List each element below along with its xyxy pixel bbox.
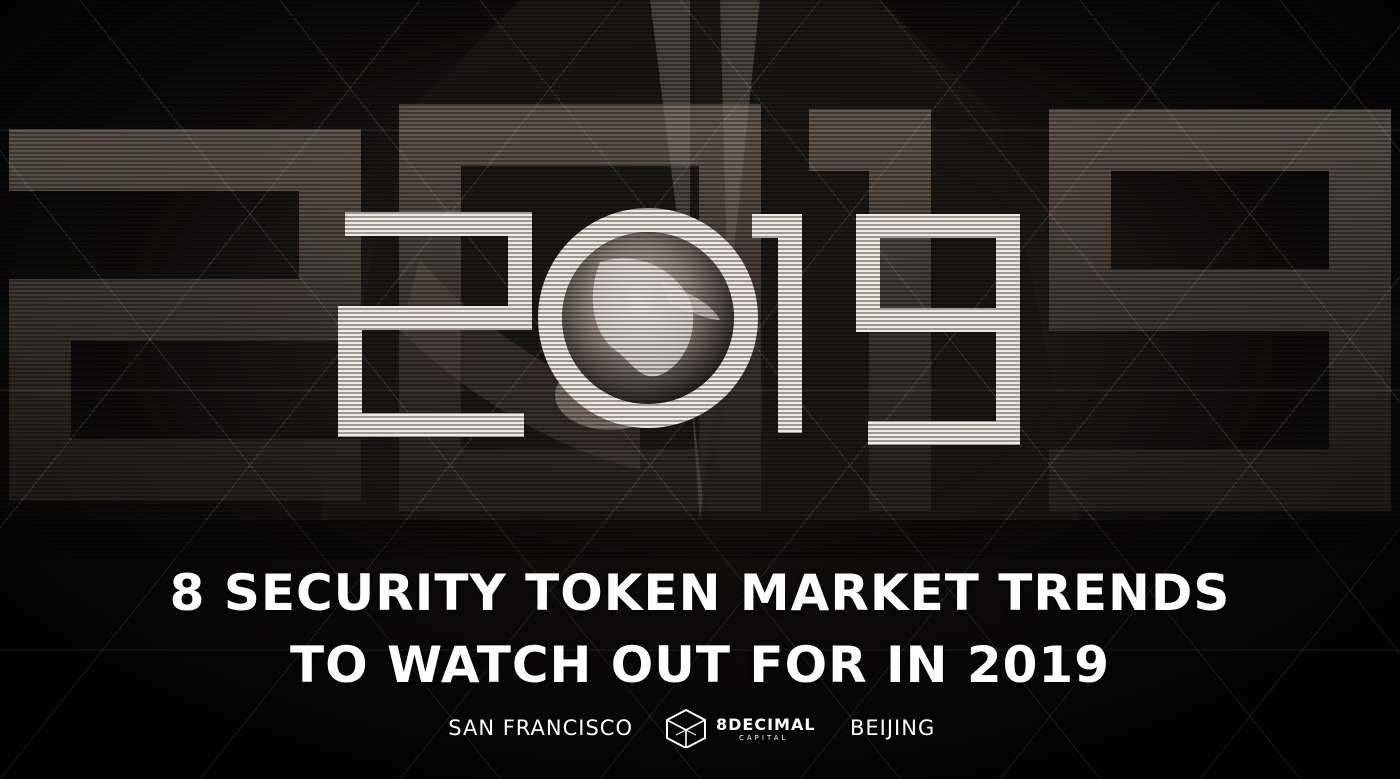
hexagonal-cube-icon: [666, 708, 706, 748]
location-beijing: BEIJING: [850, 716, 936, 740]
logo-wordmark: 8DECIMAL: [716, 715, 816, 734]
company-logo: 8DECIMAL CAPITAL: [663, 708, 843, 748]
logo-subtitle: CAPITAL: [739, 734, 789, 742]
location-san-francisco: SAN FRANCISCO: [448, 716, 633, 740]
footer-bar: SAN FRANCISCO 8DECIMAL CAPITAL BEIJING: [0, 708, 1400, 748]
headline-line-1: 8 SECURITY TOKEN MARKET TRENDS: [169, 564, 1231, 622]
headline-line-2: TO WATCH OUT FOR IN 2019: [290, 636, 1110, 694]
